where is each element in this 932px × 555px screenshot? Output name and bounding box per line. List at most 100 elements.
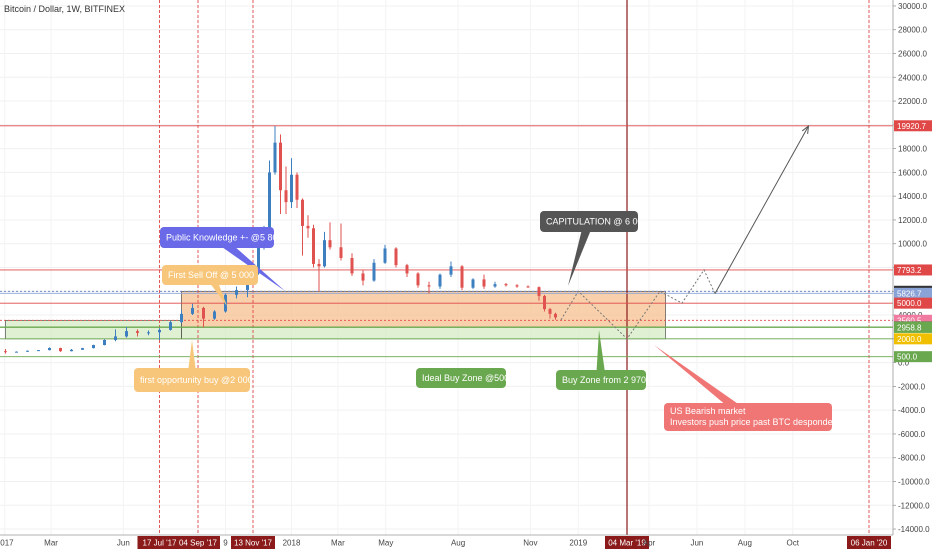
candle-body[interactable]: [537, 287, 541, 297]
annotation-text: US Bearish market: [670, 406, 746, 416]
price-label-bg: [894, 321, 932, 333]
candle-body[interactable]: [328, 240, 332, 248]
y-tick-label: 12000.0: [898, 216, 927, 225]
candle-body[interactable]: [15, 351, 18, 353]
candle-body[interactable]: [449, 266, 453, 275]
candle-body[interactable]: [301, 199, 304, 226]
y-tick-label: -12000.0: [898, 501, 930, 510]
price-label: 3560.5: [897, 316, 922, 325]
price-label-bg: [894, 314, 932, 326]
candle-body[interactable]: [394, 248, 398, 266]
candle-body[interactable]: [158, 329, 161, 333]
candle-body[interactable]: [279, 142, 282, 191]
candle-body[interactable]: [504, 284, 508, 286]
y-tick-label: 18000.0: [898, 145, 927, 154]
x-tick-label: 06 Jan '20: [851, 539, 888, 548]
horizontal-lines: [0, 125, 893, 358]
candle-body[interactable]: [438, 274, 442, 287]
annotation-first-sell-off[interactable]: First Sell Off @ 5 000: [162, 265, 258, 306]
price-label-bg: [894, 264, 932, 276]
candle-body[interactable]: [114, 336, 117, 341]
candle-body[interactable]: [268, 172, 271, 232]
candle-body[interactable]: [317, 263, 321, 267]
candle-body[interactable]: [81, 348, 84, 350]
candle-body[interactable]: [48, 347, 51, 351]
candle-body[interactable]: [273, 142, 277, 173]
candle-body[interactable]: [125, 331, 128, 337]
candle-body[interactable]: [191, 307, 194, 314]
candle-body[interactable]: [235, 290, 238, 295]
candle-body[interactable]: [306, 225, 310, 229]
candle-body[interactable]: [70, 349, 73, 352]
candle-body[interactable]: [136, 331, 139, 333]
candle-body[interactable]: [493, 284, 497, 287]
candle-body[interactable]: [103, 340, 106, 346]
candle-body[interactable]: [26, 350, 29, 352]
x-tick-box: [605, 536, 649, 549]
candle-body[interactable]: [471, 279, 475, 288]
candle-body[interactable]: [284, 190, 288, 203]
candle-body[interactable]: [147, 332, 150, 334]
zone-green-left: [5, 319, 182, 340]
candle-body[interactable]: [257, 246, 260, 274]
candle-body[interactable]: [383, 248, 387, 263]
candle-body[interactable]: [515, 285, 519, 287]
candle-body[interactable]: [169, 322, 172, 330]
x-tick-label: Jun: [690, 539, 703, 548]
x-tick-label: 17 Jul '17: [143, 539, 178, 548]
annotation-public-knowledge[interactable]: Public Knowledge +- @5 800: [160, 227, 285, 291]
candle-body[interactable]: [213, 311, 216, 319]
candle-body[interactable]: [361, 273, 365, 281]
annotation-text: Buy Zone from 2 970: [562, 375, 646, 385]
candle-body[interactable]: [427, 285, 431, 287]
candle-body[interactable]: [180, 313, 183, 323]
y-tick-label: -6000.0: [898, 430, 926, 439]
x-tick-label: May: [378, 539, 393, 548]
y-tick-label: -4000.0: [898, 406, 926, 415]
candle-body[interactable]: [339, 247, 343, 258]
candle-body[interactable]: [548, 309, 552, 314]
candle-body[interactable]: [92, 345, 95, 349]
x-tick-label: Oct: [787, 539, 800, 548]
candles[interactable]: [4, 126, 557, 354]
candle-body[interactable]: [460, 266, 464, 288]
annotation-capitulation[interactable]: CAPITULATION @ 6 000: [540, 211, 648, 286]
annotation-buy-zone[interactable]: Buy Zone from 2 970: [556, 330, 646, 390]
candle-body[interactable]: [202, 307, 205, 319]
y-tick-label: 28000.0: [898, 26, 927, 35]
candle-body[interactable]: [323, 240, 326, 267]
annotations[interactable]: Public Knowledge +- @5 800 First Sell Off…: [134, 211, 847, 431]
candle-body[interactable]: [543, 296, 546, 310]
candle-body[interactable]: [416, 273, 420, 286]
annotation-box: [556, 370, 646, 390]
x-tick-label: Apr: [643, 539, 656, 548]
candle-body[interactable]: [405, 265, 409, 274]
y-tick-label: -10000.0: [898, 478, 930, 487]
x-tick-label: Nov: [523, 539, 537, 548]
candle-body[interactable]: [350, 257, 354, 274]
y-tick-label: -2000.0: [898, 382, 926, 391]
candle-body[interactable]: [482, 279, 486, 287]
candle-body[interactable]: [4, 351, 7, 353]
candle-body[interactable]: [295, 174, 299, 200]
candle-body[interactable]: [554, 313, 557, 318]
price-label: 5826.7: [897, 289, 922, 298]
y-tick-label: 26000.0: [898, 50, 927, 59]
annotation-first-buy[interactable]: first opportunity buy @2 000: [134, 340, 253, 392]
annotation-ideal-buy[interactable]: Ideal Buy Zone @500: [416, 368, 509, 388]
candle-body[interactable]: [312, 228, 315, 264]
candle-body[interactable]: [372, 262, 376, 281]
annotation-box: [134, 368, 250, 392]
annotation-text: Ideal Buy Zone @500: [422, 373, 509, 383]
candle-body[interactable]: [37, 350, 40, 352]
annotation-text: CAPITULATION @ 6 000: [546, 217, 648, 227]
candle-body[interactable]: [290, 174, 293, 203]
x-tick-label: 04 Mar '19: [608, 539, 646, 548]
zone-orange: [181, 290, 666, 328]
candle-body[interactable]: [59, 347, 62, 352]
candle-body[interactable]: [526, 286, 530, 288]
annotation-text: First Sell Off @ 5 000: [168, 270, 254, 280]
